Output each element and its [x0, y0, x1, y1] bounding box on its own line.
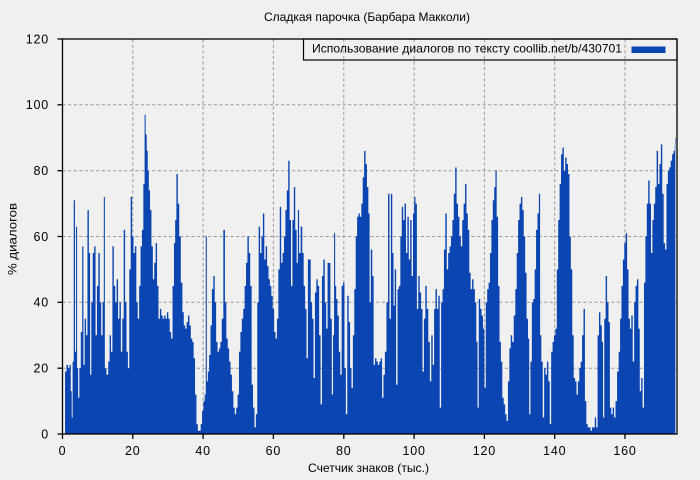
svg-text:Использование диалогов по текс: Использование диалогов по тексту coollib… — [312, 42, 622, 56]
svg-text:40: 40 — [195, 444, 211, 458]
svg-text:% диалогов: % диалогов — [6, 203, 20, 275]
svg-text:80: 80 — [33, 164, 49, 178]
svg-text:Сладкая парочка (Барбара Макко: Сладкая парочка (Барбара Макколи) — [264, 10, 470, 24]
svg-text:60: 60 — [33, 230, 49, 244]
svg-text:120: 120 — [26, 32, 49, 46]
svg-text:100: 100 — [26, 98, 49, 112]
svg-text:20: 20 — [125, 444, 141, 458]
svg-text:60: 60 — [266, 444, 282, 458]
svg-text:0: 0 — [41, 427, 49, 441]
svg-text:40: 40 — [33, 296, 49, 310]
svg-text:20: 20 — [33, 362, 49, 376]
svg-text:0: 0 — [59, 444, 67, 458]
svg-text:140: 140 — [543, 444, 566, 458]
svg-text:Счетчик знаков (тыс.): Счетчик знаков (тыс.) — [308, 461, 429, 475]
svg-text:100: 100 — [402, 444, 425, 458]
svg-text:120: 120 — [473, 444, 496, 458]
svg-text:160: 160 — [613, 444, 636, 458]
svg-text:80: 80 — [336, 444, 352, 458]
